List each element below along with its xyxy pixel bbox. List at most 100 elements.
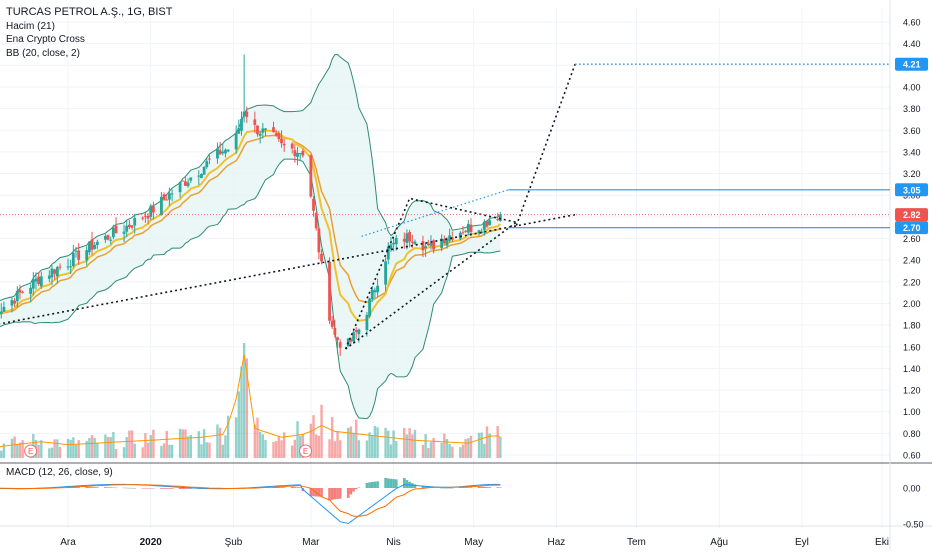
candle-body[interactable] [37,277,40,284]
candle-body[interactable] [462,232,465,233]
candle-body[interactable] [197,176,200,177]
candle-body[interactable] [181,181,184,182]
candle-body[interactable] [467,224,470,233]
candle-body[interactable] [390,245,393,250]
candle-body[interactable] [272,127,275,132]
candle-body[interactable] [470,225,473,232]
candle-body[interactable] [392,243,395,244]
candle-body[interactable] [408,232,411,241]
candle-body[interactable] [11,300,14,306]
candle-body[interactable] [464,231,467,232]
candle-body[interactable] [115,226,118,234]
candle-body[interactable] [299,153,302,154]
candle-body[interactable] [395,238,398,244]
candle-body[interactable] [53,270,56,274]
candle-body[interactable] [147,216,150,219]
candle-body[interactable] [424,246,427,248]
candle-body[interactable] [107,235,110,240]
candle-body[interactable] [21,292,24,293]
candle-body[interactable] [368,299,371,317]
candle-body[interactable] [333,328,336,335]
volume-indicator-label[interactable]: Hacim (21) [6,20,172,34]
candle-body[interactable] [240,119,243,131]
candle-body[interactable] [13,301,16,304]
candle-body[interactable] [301,151,304,156]
candle-body[interactable] [483,222,486,230]
candle-body[interactable] [317,228,320,252]
candle-body[interactable] [88,242,91,253]
candle-body[interactable] [358,329,361,334]
candle-body[interactable] [168,193,171,199]
candle-body[interactable] [203,167,206,175]
candle-body[interactable] [259,134,262,136]
bollinger-indicator-label[interactable]: BB (20, close, 2) [6,47,172,61]
candle-body[interactable] [35,279,38,282]
candle-body[interactable] [48,276,51,279]
candle-body[interactable] [208,158,211,159]
candle-body[interactable] [488,220,491,225]
candle-body[interactable] [112,228,115,237]
candle-body[interactable] [29,288,32,294]
candle-body[interactable] [69,266,72,267]
candle-body[interactable] [432,240,435,249]
macd-indicator-label[interactable]: MACD (12, 26, close, 9) [6,467,113,478]
candle-body[interactable] [296,153,299,157]
candle-body[interactable] [235,133,238,150]
candle-body[interactable] [219,150,222,154]
candle-body[interactable] [144,216,147,217]
candle-body[interactable] [171,193,174,194]
candle-body[interactable] [133,218,136,225]
candle-body[interactable] [104,236,107,240]
candle-body[interactable] [56,267,59,276]
candle-body[interactable] [72,253,75,266]
candle-body[interactable] [280,139,283,144]
candle-body[interactable] [243,112,246,117]
candle-body[interactable] [261,128,264,132]
candle-body[interactable] [187,183,190,187]
candle-body[interactable] [160,197,163,215]
candle-body[interactable] [77,251,80,260]
candle-body[interactable] [320,254,323,262]
candle-body[interactable] [422,241,425,250]
candle-body[interactable] [312,199,315,211]
candle-body[interactable] [293,150,296,156]
candle-body[interactable] [216,148,219,158]
candle-body[interactable] [291,144,294,149]
candle-body[interactable] [19,290,22,293]
candle-body[interactable] [331,321,334,327]
candle-body[interactable] [123,232,126,234]
candle-body[interactable] [152,206,155,212]
candle-body[interactable] [184,181,187,186]
candle-body[interactable] [403,239,406,242]
candle-body[interactable] [253,119,256,125]
candle-body[interactable] [128,225,131,227]
candle-body[interactable] [224,150,227,154]
candle-body[interactable] [0,312,3,314]
candle-body[interactable] [93,245,96,249]
candle-body[interactable] [427,244,430,245]
candle-body[interactable] [371,290,374,300]
candle-body[interactable] [496,219,499,220]
candle-body[interactable] [200,174,203,178]
candle-body[interactable] [446,239,449,245]
candle-body[interactable] [125,226,128,232]
candle-body[interactable] [141,218,144,219]
candle-body[interactable] [256,126,259,135]
candle-body[interactable] [85,250,88,260]
candle-body[interactable] [374,290,377,292]
crypto-cross-indicator-label[interactable]: Ena Crypto Cross [6,33,172,47]
symbol-title[interactable]: TURCAS PETROL A.Ş., 1G, BIST [6,6,172,20]
candle-body[interactable] [275,133,278,135]
candle-body[interactable] [131,225,134,227]
candle-body[interactable] [366,315,369,330]
candle-body[interactable] [67,267,70,268]
candle-body[interactable] [355,330,358,332]
candle-body[interactable] [91,240,94,250]
candle-body[interactable] [189,177,192,180]
candle-body[interactable] [384,261,387,284]
candle-body[interactable] [40,276,43,286]
candle-body[interactable] [336,337,339,340]
candle-body[interactable] [486,221,489,226]
candle-body[interactable] [59,267,62,268]
